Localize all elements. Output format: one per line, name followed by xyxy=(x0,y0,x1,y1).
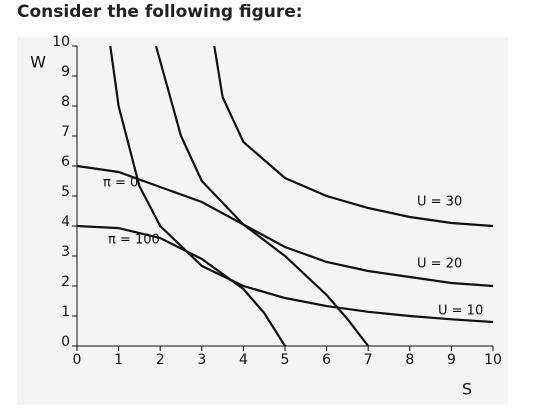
y-tick-label: 9 xyxy=(61,64,70,80)
curve-label: U = 10 xyxy=(438,304,483,319)
x-tick-label: 9 xyxy=(447,352,456,368)
x-tick-label: 10 xyxy=(484,352,502,368)
y-axis-label: W xyxy=(30,53,46,72)
curve-label: U = 20 xyxy=(417,257,462,272)
curve xyxy=(76,164,370,347)
x-tick-label: 1 xyxy=(114,352,123,368)
x-tick-label: 2 xyxy=(156,352,165,368)
x-tick-label: 4 xyxy=(239,352,248,368)
x-tick-label: 7 xyxy=(364,352,373,368)
y-tick-label: 10 xyxy=(52,34,70,50)
y-tick-label: 5 xyxy=(61,184,70,200)
curve-label: π = 100 xyxy=(108,233,160,248)
x-axis-label: S xyxy=(462,380,472,399)
figure-background xyxy=(17,37,508,405)
curve xyxy=(109,45,494,324)
y-tick-label: 2 xyxy=(61,274,70,290)
curve-label: U = 30 xyxy=(417,195,462,210)
heading: Consider the following figure: xyxy=(17,2,303,22)
x-tick-label: 0 xyxy=(73,352,82,368)
y-tick-label: 8 xyxy=(61,94,70,110)
curve-label: π = 0 xyxy=(103,176,138,191)
curve xyxy=(76,224,286,347)
y-tick-label: 1 xyxy=(61,304,70,320)
y-tick-label: 7 xyxy=(61,124,70,140)
x-tick-label: 5 xyxy=(281,352,290,368)
y-tick-label: 3 xyxy=(61,244,70,260)
x-tick-label: 6 xyxy=(322,352,331,368)
y-tick-label: 6 xyxy=(61,154,70,170)
x-tick-label: 8 xyxy=(405,352,414,368)
curve xyxy=(154,45,494,288)
y-tick-label: 4 xyxy=(61,214,70,230)
curve xyxy=(213,45,494,228)
y-tick-label: 0 xyxy=(61,334,70,350)
x-tick-label: 3 xyxy=(197,352,206,368)
